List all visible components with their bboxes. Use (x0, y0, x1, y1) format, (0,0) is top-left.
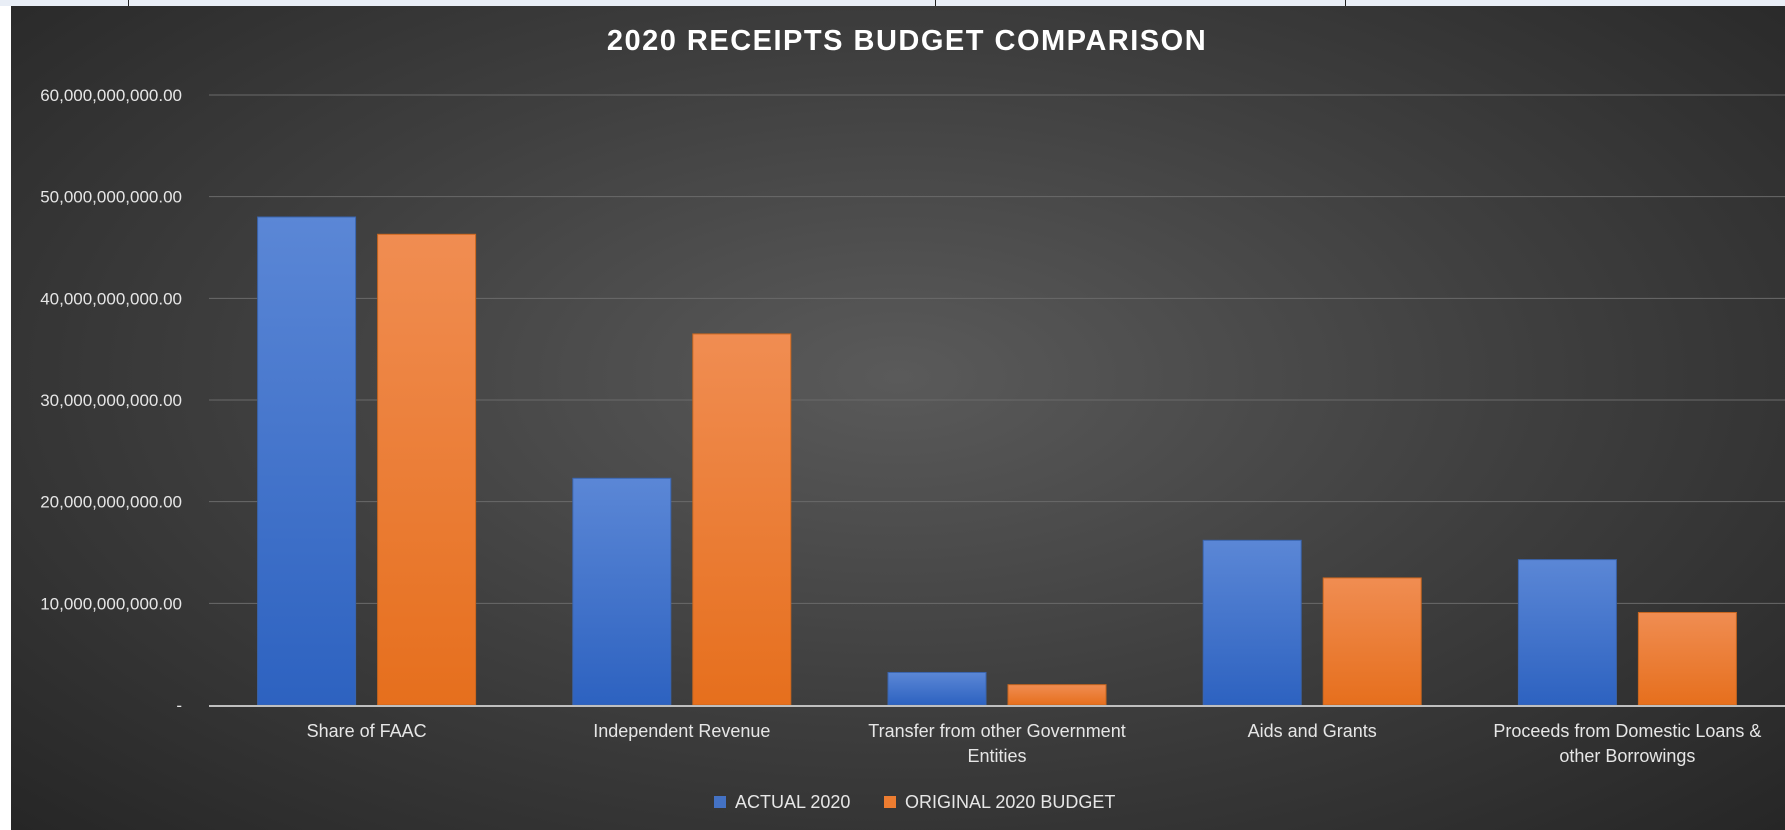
cell-border (935, 0, 936, 6)
bar-original-2020-budget-0[interactable] (377, 233, 477, 706)
x-category-label: Transfer from other Government (868, 721, 1125, 741)
y-tick-label: 20,000,000,000.00 (40, 493, 182, 512)
x-category-label: Aids and Grants (1248, 721, 1377, 741)
bar-actual-2020-4[interactable] (1517, 559, 1617, 706)
bar-original-2020-budget-1[interactable] (692, 333, 792, 706)
bar-original-2020-budget-4[interactable] (1637, 611, 1737, 706)
legend-label: ACTUAL 2020 (735, 792, 850, 812)
x-category-label: Share of FAAC (307, 721, 427, 741)
bar-actual-2020-0[interactable] (257, 216, 357, 706)
cell-border (1345, 0, 1346, 6)
bar-actual-2020-1[interactable] (572, 477, 672, 706)
x-category-label: Entities (967, 746, 1026, 766)
bar-actual-2020-2[interactable] (887, 671, 987, 706)
x-category-label: Proceeds from Domestic Loans & (1493, 721, 1761, 741)
bars (257, 216, 1737, 706)
y-tick-label: 60,000,000,000.00 (40, 86, 182, 105)
legend-swatch-actual-2020 (714, 796, 726, 808)
y-axis-ticks: - 10,000,000,000.00 20,000,000,000.00 30,00… (40, 86, 182, 715)
bar-actual-2020-3[interactable] (1202, 539, 1302, 706)
y-tick-label: - (176, 696, 182, 715)
legend-label: ORIGINAL 2020 BUDGET (905, 792, 1115, 812)
y-tick-label: 10,000,000,000.00 (40, 594, 182, 613)
bar-original-2020-budget-2[interactable] (1007, 684, 1107, 706)
x-category-label: Independent Revenue (593, 721, 770, 741)
chart-area[interactable]: 2020 RECEIPTS BUDGET COMPARISON - 10,000,… (11, 6, 1785, 830)
y-tick-label: 30,000,000,000.00 (40, 391, 182, 410)
x-category-label: other Borrowings (1559, 746, 1695, 766)
legend-swatch-original-2020-budget (884, 796, 896, 808)
x-axis-categories: Share of FAAC Independent Revenue Transfer… (307, 721, 1762, 766)
chart-title: 2020 RECEIPTS BUDGET COMPARISON (607, 25, 1207, 57)
cell-border (128, 0, 129, 6)
legend[interactable]: ACTUAL 2020 ORIGINAL 2020 BUDGET (714, 792, 1115, 812)
bar-original-2020-budget-3[interactable] (1322, 577, 1422, 706)
y-tick-label: 50,000,000,000.00 (40, 188, 182, 207)
y-tick-label: 40,000,000,000.00 (40, 289, 182, 308)
bar-chart: 2020 RECEIPTS BUDGET COMPARISON - 10,000,… (40, 25, 1785, 812)
